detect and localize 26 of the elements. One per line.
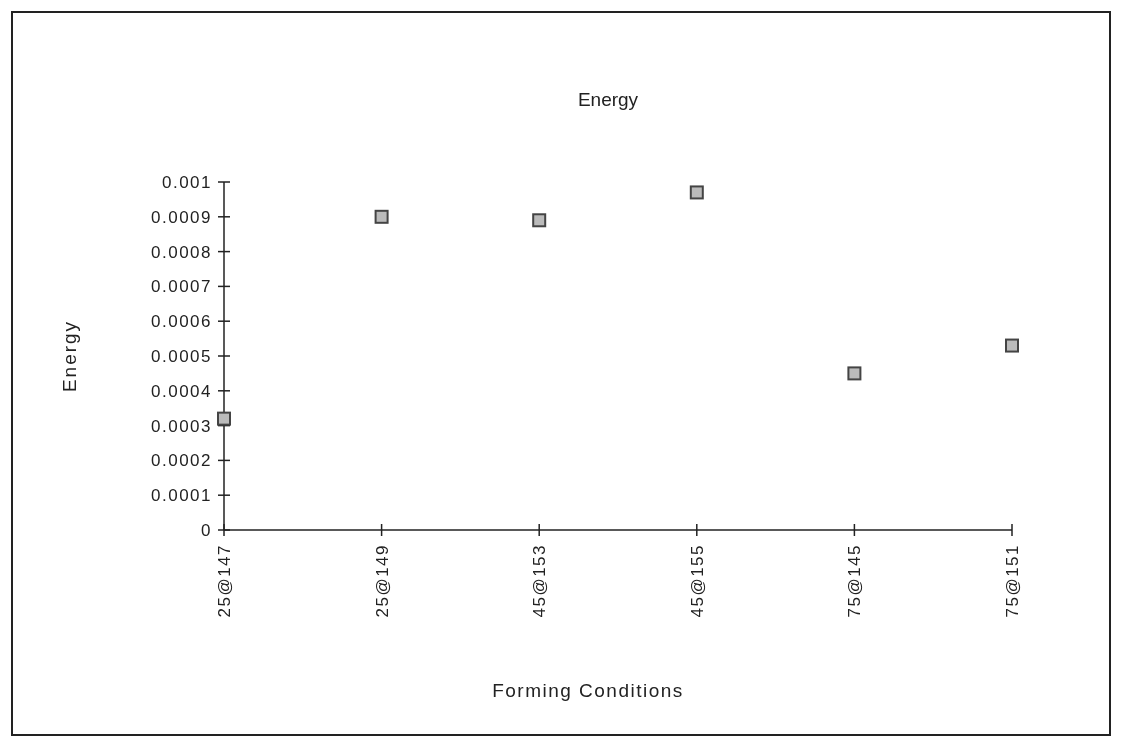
y-tick-label: 0.0002 bbox=[151, 451, 212, 471]
x-tick-label: 25@147 bbox=[215, 544, 234, 618]
y-tick-label: 0.0008 bbox=[151, 242, 212, 262]
x-tick-label: 75@145 bbox=[845, 544, 865, 618]
point bbox=[532, 213, 547, 228]
chart-title: Energy bbox=[577, 89, 639, 110]
y-tick-label: 0.0005 bbox=[151, 346, 212, 366]
y-tick-label: 0.0004 bbox=[151, 381, 212, 401]
y-tick-label: 0.0006 bbox=[151, 312, 212, 332]
y-tick-label: 0.0009 bbox=[151, 207, 212, 227]
point bbox=[217, 411, 231, 426]
y-tick-label: 0.001 bbox=[161, 172, 212, 192]
point bbox=[1005, 338, 1019, 353]
x-axis-title: Forming Conditions bbox=[492, 680, 684, 701]
point bbox=[374, 209, 389, 224]
x-tick-label: 45@153 bbox=[530, 544, 550, 618]
y-tick-label: 0 bbox=[201, 520, 212, 540]
x-tick-label: 75@151 bbox=[1003, 544, 1022, 618]
y-tick-label: 0.0001 bbox=[151, 486, 212, 506]
x-tick-label: 45@155 bbox=[687, 544, 707, 618]
x-tick-label: 25@149 bbox=[372, 544, 392, 618]
point bbox=[847, 366, 862, 381]
y-tick-label: 0.0003 bbox=[151, 416, 212, 436]
point bbox=[689, 185, 704, 200]
y-tick-label: 0.0007 bbox=[151, 277, 212, 297]
y-axis-title: Energy bbox=[59, 319, 80, 393]
